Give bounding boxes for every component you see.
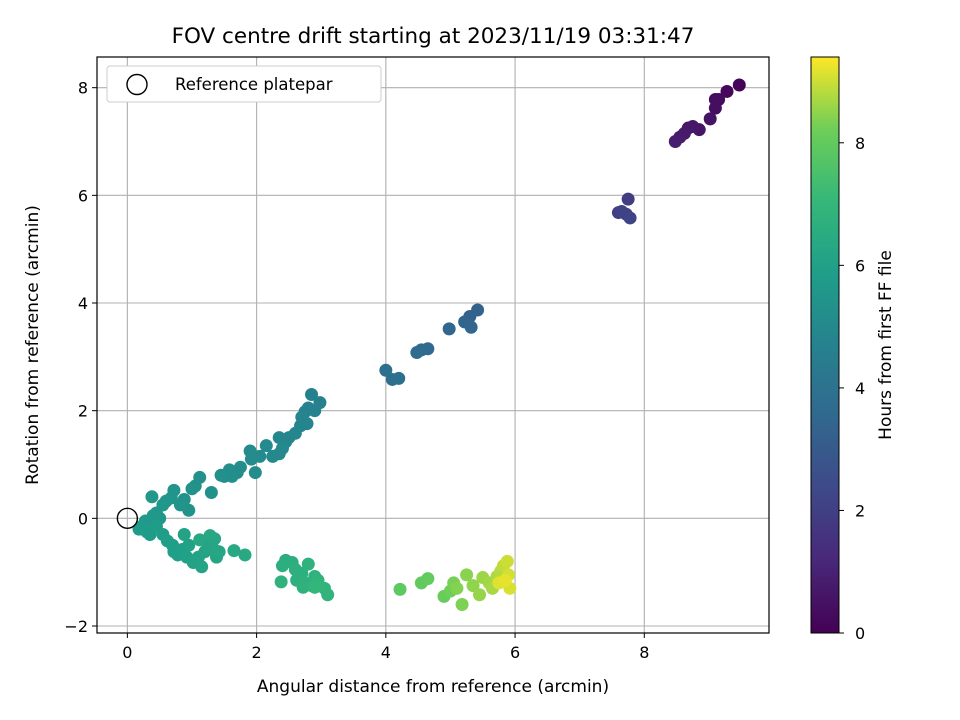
data-point — [272, 431, 286, 445]
data-point — [185, 482, 199, 496]
y-tick-label: −2 — [64, 617, 88, 636]
data-point — [621, 192, 635, 206]
data-point — [442, 322, 456, 336]
y-tick-label: 0 — [78, 509, 88, 528]
data-point — [203, 529, 217, 543]
colorbar-tick-label: 8 — [855, 134, 865, 153]
x-tick-label: 2 — [252, 643, 262, 662]
data-point — [301, 557, 315, 571]
data-point — [173, 498, 187, 512]
data-point — [238, 548, 252, 562]
data-point — [308, 580, 322, 594]
y-axis-label: Rotation from reference (arcmin) — [23, 205, 43, 485]
y-tick-label: 4 — [78, 294, 88, 313]
x-tick-label: 0 — [122, 643, 132, 662]
legend-box — [106, 65, 382, 103]
data-point — [410, 346, 424, 360]
data-point — [708, 101, 722, 115]
data-point — [379, 363, 393, 377]
data-point — [212, 545, 226, 559]
legend-marker-icon — [126, 73, 148, 96]
data-point — [305, 388, 319, 402]
colorbar-tick-label: 6 — [855, 256, 865, 275]
y-tick-label: 8 — [78, 79, 88, 98]
x-axis-label: Angular distance from reference (arcmin) — [257, 677, 609, 697]
data-point — [668, 135, 682, 149]
data-point — [500, 554, 514, 568]
colorbar-tick-label: 2 — [855, 501, 865, 520]
data-point — [460, 568, 474, 582]
chart-title: FOV centre drift starting at 2023/11/19 … — [172, 24, 695, 49]
data-point — [421, 572, 435, 586]
data-point — [259, 439, 273, 453]
data-point — [623, 211, 637, 225]
colorbar-label: Hours from first FF file — [876, 250, 896, 440]
colorbar-ticks: 0 2 4 6 8 — [839, 134, 865, 643]
data-point — [450, 581, 464, 595]
data-point — [466, 579, 480, 593]
data-point — [204, 485, 218, 499]
data-point — [182, 538, 196, 552]
y-tick-label: 2 — [78, 402, 88, 421]
data-point — [464, 320, 478, 334]
data-point — [244, 452, 258, 466]
data-point — [498, 573, 512, 587]
colorbar — [810, 56, 840, 634]
plot-frame — [96, 56, 770, 634]
data-point — [393, 582, 407, 596]
data-point — [195, 560, 209, 574]
legend-label: Reference platepar — [175, 75, 333, 94]
data-point — [455, 597, 469, 611]
x-tick-label: 8 — [639, 643, 649, 662]
data-point — [214, 468, 228, 482]
data-point — [392, 371, 406, 385]
data-point — [177, 527, 191, 541]
legend: Reference platepar — [106, 65, 382, 103]
data-point — [275, 559, 289, 573]
data-point — [732, 78, 746, 92]
data-points — [116, 78, 746, 611]
reference-point-marker — [116, 507, 139, 530]
data-point — [193, 533, 207, 547]
data-point — [266, 449, 280, 463]
x-tick-label: 6 — [510, 643, 520, 662]
data-point — [248, 466, 262, 480]
data-point — [703, 112, 717, 126]
y-tick-label: 6 — [78, 186, 88, 205]
colorbar-tick-label: 4 — [855, 379, 865, 398]
colorbar-tick-label: 0 — [855, 624, 865, 643]
data-point — [720, 84, 734, 98]
data-point — [274, 575, 288, 589]
y-axis-ticks: −2 0 2 4 6 8 — [64, 79, 97, 636]
x-axis-ticks: 0 2 4 6 8 — [122, 633, 649, 662]
data-point — [473, 588, 487, 602]
data-point — [321, 588, 335, 602]
data-point — [145, 490, 159, 504]
x-tick-label: 4 — [381, 643, 391, 662]
data-point — [227, 544, 241, 558]
